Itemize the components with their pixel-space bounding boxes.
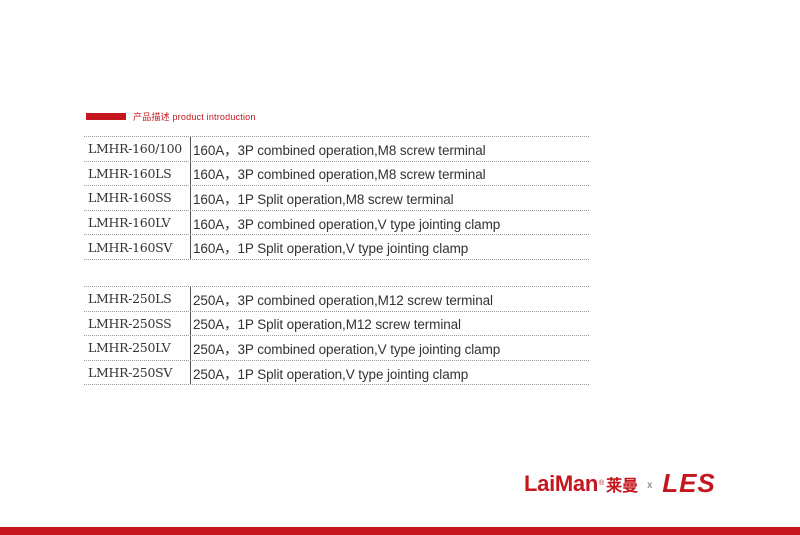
table-row: LMHR-160LS 160A，3P combined operation,M8… <box>84 161 589 187</box>
description-cell: 250A，3P combined operation,V type jointi… <box>193 341 501 357</box>
description-cell: 160A，3P combined operation,M8 screw term… <box>193 142 486 158</box>
table-row: LMHR-250LV 250A，3P combined operation,V … <box>84 336 589 361</box>
table-row: LMHR-250SV 250A，1P Split operation,V typ… <box>84 360 589 386</box>
description-cell: 160A，1P Split operation,V type jointing … <box>193 241 469 257</box>
model-cell: LMHR-160/100 <box>84 137 191 161</box>
footer-stripe <box>0 527 800 535</box>
laiman-wordmark: LaiMan <box>524 470 598 496</box>
laiman-chinese-wordmark: 莱曼 <box>606 475 639 495</box>
section-accent-bar <box>86 113 126 120</box>
logo-separator: x <box>647 480 653 491</box>
section-title: 产品描述 product introduction <box>133 112 256 122</box>
model-cell: LMHR-160LV <box>84 210 191 235</box>
model-cell: LMHR-160SS <box>84 186 191 210</box>
table-row: LMHR-250SS 250A，1P Split operation,M12 s… <box>84 311 589 337</box>
description-cell: 250A，3P combined operation,M12 screw ter… <box>193 292 493 308</box>
model-cell: LMHR-160SV <box>84 235 191 259</box>
table-row: LMHR-160LV 160A，3P combined operation,V … <box>84 210 589 236</box>
description-cell: 160A，3P combined operation,M8 screw term… <box>193 167 486 183</box>
section-header: 产品描述 product introduction <box>86 110 256 123</box>
description-cell: 160A，3P combined operation,V type jointi… <box>193 216 501 232</box>
model-cell: LMHR-250LV <box>84 336 191 360</box>
les-wordmark: LES <box>662 468 716 498</box>
model-cell: LMHR-160LS <box>84 161 191 186</box>
description-cell: 250A，1P Split operation,M12 screw termin… <box>193 317 461 333</box>
model-cell: LMHR-250SV <box>84 360 191 385</box>
model-cell: LMHR-250SS <box>84 311 191 336</box>
model-cell: LMHR-250LS <box>84 287 191 311</box>
spec-table-160: LMHR-160/100 160A，3P combined operation,… <box>84 136 589 260</box>
table-row: LMHR-160/100 160A，3P combined operation,… <box>84 137 589 162</box>
table-row: LMHR-160SV 160A，1P Split operation,V typ… <box>84 235 589 260</box>
table-row: LMHR-160SS 160A，1P Split operation,M8 sc… <box>84 186 589 211</box>
registered-mark: ® <box>599 480 605 487</box>
spec-table-250: LMHR-250LS 250A，3P combined operation,M1… <box>84 286 589 386</box>
description-cell: 250A，1P Split operation,V type jointing … <box>193 366 469 382</box>
description-cell: 160A，1P Split operation,M8 screw termina… <box>193 191 454 207</box>
brand-logo: LaiMan ® 莱曼 x LES <box>524 468 716 499</box>
table-row: LMHR-250LS 250A，3P combined operation,M1… <box>84 287 589 312</box>
